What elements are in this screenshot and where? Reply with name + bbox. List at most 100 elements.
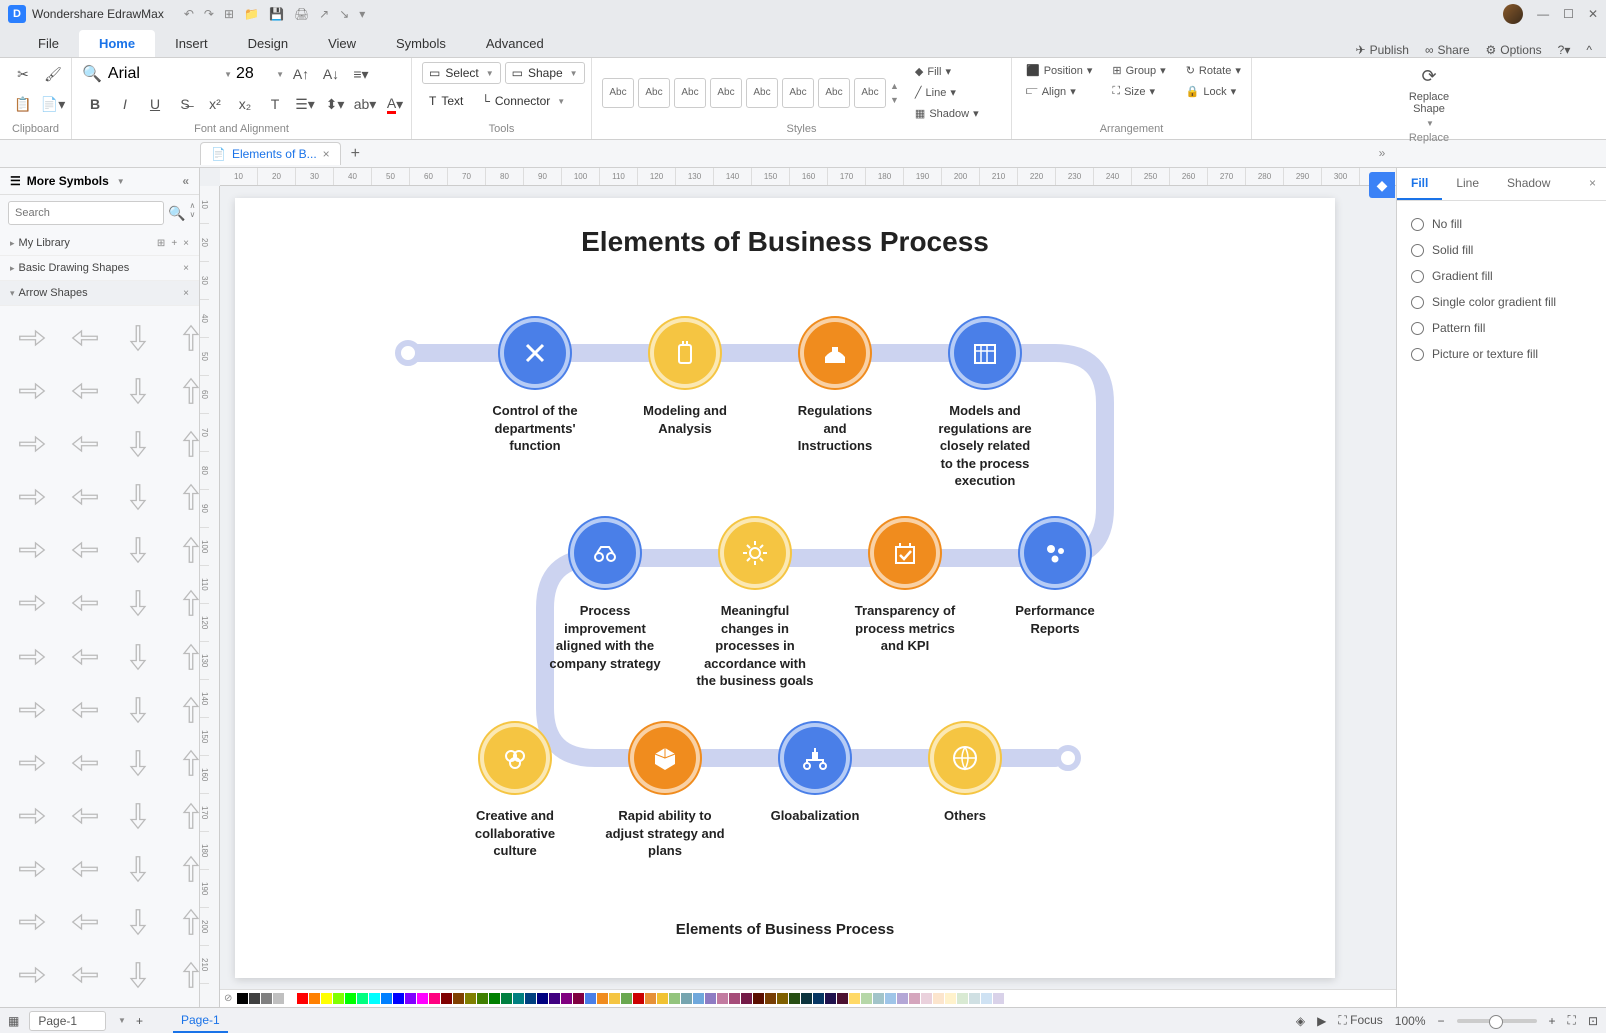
color-swatch[interactable] [885, 993, 896, 1004]
color-swatch[interactable] [993, 993, 1004, 1004]
scroll-down-icon[interactable]: ∨ [189, 210, 195, 219]
shape-item[interactable] [167, 686, 199, 733]
diagram-node[interactable]: Meaningfulchanges inprocesses inaccordan… [675, 518, 835, 690]
text-tool[interactable]: T Text [422, 90, 470, 112]
color-swatch[interactable] [345, 993, 356, 1004]
options-button[interactable]: ⚙ Options [1486, 43, 1542, 57]
new-icon[interactable]: ⊞ [224, 7, 234, 21]
shape-item[interactable] [114, 792, 161, 839]
symbol-search-input[interactable] [8, 201, 164, 225]
color-swatch[interactable] [585, 993, 596, 1004]
shape-item[interactable] [167, 314, 199, 361]
align-menu-icon[interactable]: ≡▾ [348, 62, 374, 86]
group-button[interactable]: ⊞ Group▾ [1108, 62, 1169, 79]
shape-item[interactable] [61, 633, 108, 680]
new-tab-icon[interactable]: + [351, 145, 360, 163]
color-swatch[interactable] [453, 993, 464, 1004]
shape-item[interactable] [8, 314, 55, 361]
diagram-node[interactable]: Models andregulations areclosely related… [905, 318, 1065, 490]
color-swatch[interactable] [501, 993, 512, 1004]
color-swatch[interactable] [513, 993, 524, 1004]
diagram-node[interactable]: PerformanceReports [975, 518, 1135, 637]
replace-shape-button[interactable]: ⟳ Replace Shape ▼ [1401, 62, 1457, 132]
diagram-node[interactable]: Modeling andAnalysis [605, 318, 765, 437]
color-swatch[interactable] [285, 993, 296, 1004]
bold-icon[interactable]: B [82, 92, 108, 116]
shape-item[interactable] [61, 952, 108, 999]
zoom-out-icon[interactable]: − [1438, 1014, 1445, 1028]
diagram-node[interactable]: Control of thedepartments'function [455, 318, 615, 455]
color-swatch[interactable] [849, 993, 860, 1004]
shape-item[interactable] [61, 899, 108, 946]
rotate-button[interactable]: ↻ Rotate▾ [1182, 62, 1245, 79]
color-swatch[interactable] [861, 993, 872, 1004]
tab-view[interactable]: View [308, 30, 376, 57]
color-swatch[interactable] [249, 993, 260, 1004]
color-swatch[interactable] [465, 993, 476, 1004]
diagram-node[interactable]: Processimprovementaligned with thecompan… [525, 518, 685, 672]
color-swatch[interactable] [657, 993, 668, 1004]
shape-item[interactable] [114, 314, 161, 361]
shape-item[interactable] [61, 686, 108, 733]
shape-item[interactable] [114, 473, 161, 520]
focus-button[interactable]: ⛶ Focus [1338, 1013, 1382, 1028]
color-swatch[interactable] [297, 993, 308, 1004]
shape-tool[interactable]: ▭ Shape▼ [505, 62, 585, 84]
color-swatch[interactable] [261, 993, 272, 1004]
color-swatch[interactable] [525, 993, 536, 1004]
close-panel-icon[interactable]: × [1579, 168, 1606, 200]
shape-item[interactable] [8, 367, 55, 414]
shape-item[interactable] [114, 846, 161, 893]
decrease-font-icon[interactable]: A↓ [318, 62, 344, 86]
page-tab[interactable]: Page-1 [173, 1009, 228, 1033]
shadow-button[interactable]: ▦ Shadow▾ [911, 105, 983, 122]
tab-line[interactable]: Line [1442, 168, 1493, 200]
shape-item[interactable] [61, 527, 108, 574]
style-preset[interactable]: Abc [638, 78, 670, 108]
tab-insert[interactable]: Insert [155, 30, 228, 57]
shape-item[interactable] [167, 792, 199, 839]
layout-icon[interactable]: ▦ [8, 1014, 19, 1028]
collapse-left-icon[interactable]: « [182, 174, 189, 188]
page-selector[interactable]: Page-1 [29, 1011, 106, 1031]
color-swatch[interactable] [765, 993, 776, 1004]
shape-item[interactable] [61, 792, 108, 839]
page[interactable]: Elements of Business Process Control of … [235, 198, 1335, 978]
tab-symbols[interactable]: Symbols [376, 30, 466, 57]
fullscreen-icon[interactable]: ⊡ [1588, 1014, 1598, 1028]
lib-basic-shapes[interactable]: ▸Basic Drawing Shapes× [0, 256, 199, 281]
cut-icon[interactable]: ✂ [10, 62, 36, 86]
tab-fill[interactable]: Fill [1397, 168, 1442, 200]
color-swatch[interactable] [957, 993, 968, 1004]
shape-item[interactable] [167, 952, 199, 999]
style-preset[interactable]: Abc [818, 78, 850, 108]
shape-item[interactable] [114, 686, 161, 733]
shape-item[interactable] [61, 846, 108, 893]
style-preset[interactable]: Abc [602, 78, 634, 108]
user-avatar[interactable] [1503, 4, 1523, 24]
shape-item[interactable] [114, 367, 161, 414]
shape-item[interactable] [114, 899, 161, 946]
color-swatch[interactable] [609, 993, 620, 1004]
shape-item[interactable] [114, 580, 161, 627]
color-swatch[interactable] [573, 993, 584, 1004]
shape-item[interactable] [61, 367, 108, 414]
shape-item[interactable] [167, 846, 199, 893]
shape-item[interactable] [167, 633, 199, 680]
italic-icon[interactable]: I [112, 92, 138, 116]
tab-shadow[interactable]: Shadow [1493, 168, 1564, 200]
size-button[interactable]: ⛶ Size▾ [1108, 83, 1169, 100]
shape-item[interactable] [61, 473, 108, 520]
shape-item[interactable] [61, 739, 108, 786]
presentation-icon[interactable]: ▶ [1317, 1014, 1326, 1028]
redo-icon[interactable]: ↷ [204, 7, 214, 21]
layers-icon[interactable]: ◈ [1296, 1014, 1305, 1028]
align-button[interactable]: ⫍ Align▾ [1022, 83, 1096, 100]
color-swatch[interactable] [237, 993, 248, 1004]
fit-page-icon[interactable]: ⛶ [1568, 1013, 1576, 1028]
diagram-node[interactable]: RegulationsandInstructions [755, 318, 915, 455]
color-swatch[interactable] [789, 993, 800, 1004]
color-swatch[interactable] [981, 993, 992, 1004]
copy-icon[interactable]: 📋 [10, 92, 36, 116]
color-swatch[interactable] [693, 993, 704, 1004]
